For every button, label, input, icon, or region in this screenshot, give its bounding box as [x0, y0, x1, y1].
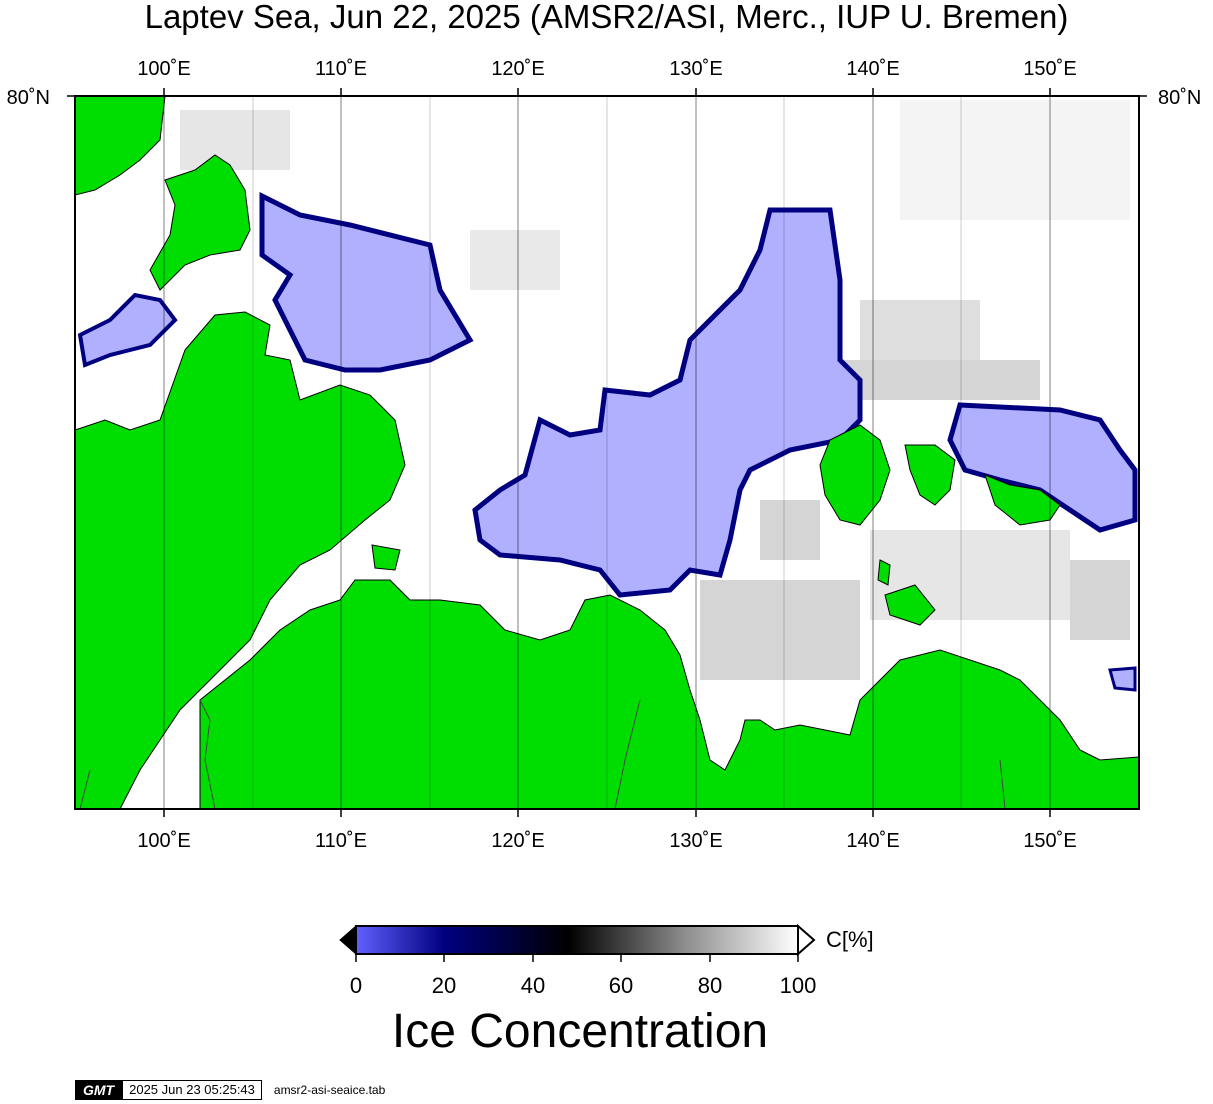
- colorbar-overflow-arrow: [797, 923, 816, 957]
- lat-label-left: 80˚N: [7, 87, 50, 109]
- colorbar-gradient: [355, 925, 799, 955]
- lon-labels-bottom: 100˚E 110˚E 120˚E 130˚E 140˚E 150˚E: [137, 830, 1076, 852]
- colorbar-title: Ice Concentration: [391, 1005, 769, 1058]
- lon-label-bottom-110: 110˚E: [315, 830, 367, 852]
- source-file: amsr2-asi-seaice.tab: [273, 1083, 386, 1097]
- colorbar-tick-100: 100: [779, 973, 817, 998]
- lon-label-bottom-100: 100˚E: [137, 830, 190, 852]
- lon-label-top-150: 150˚E: [1023, 58, 1076, 80]
- low-ice-region-east: [947, 402, 1138, 533]
- colorbar-tick-20: 20: [431, 973, 457, 998]
- timestamp: 2025 Jun 23 05:25:43: [122, 1080, 262, 1100]
- land: [75, 96, 1139, 809]
- low-ice-region-northwest: [77, 292, 178, 368]
- rivers: [79, 699, 1006, 809]
- lon-label-bottom-150: 150˚E: [1023, 830, 1076, 852]
- colorbar-tick-0: 0: [349, 973, 363, 998]
- lon-label-top-100: 100˚E: [137, 58, 190, 80]
- colorbar-tick-80: 80: [697, 973, 723, 998]
- map-frame: [74, 95, 1140, 810]
- low-ice-region-west: [259, 191, 474, 373]
- gmt-logo: GMT: [75, 1080, 123, 1100]
- lon-label-top-130: 130˚E: [669, 58, 722, 80]
- ice-texture: [180, 100, 1130, 680]
- low-ice-region-southeast: [1108, 666, 1137, 692]
- lon-label-bottom-130: 130˚E: [669, 830, 722, 852]
- lon-label-bottom-120: 120˚E: [491, 830, 544, 852]
- colorbar-underflow-arrow: [339, 924, 357, 956]
- lon-label-top-120: 120˚E: [491, 58, 544, 80]
- map-title: Laptev Sea, Jun 22, 2025 (AMSR2/ASI, Mer…: [144, 0, 1069, 35]
- lon-label-top-110: 110˚E: [315, 58, 367, 80]
- colorbar: [339, 923, 816, 962]
- lon-label-top-140: 140˚E: [846, 58, 899, 80]
- colorbar-tick-40: 40: [520, 973, 546, 998]
- colorbar-tick-60: 60: [608, 973, 634, 998]
- lon-labels-top: 100˚E 110˚E 120˚E 130˚E 140˚E 150˚E: [137, 58, 1076, 80]
- low-ice-region-central: [472, 207, 863, 598]
- lat-label-right: 80˚N: [1158, 87, 1201, 109]
- footer: GMT 2025 Jun 23 05:25:43 amsr2-asi-seaic…: [75, 1080, 385, 1100]
- tick-marks: [67, 88, 1147, 817]
- lon-label-bottom-140: 140˚E: [846, 830, 899, 852]
- meridian-lines: [163, 96, 1051, 809]
- colorbar-unit-label: C[%]: [826, 927, 874, 952]
